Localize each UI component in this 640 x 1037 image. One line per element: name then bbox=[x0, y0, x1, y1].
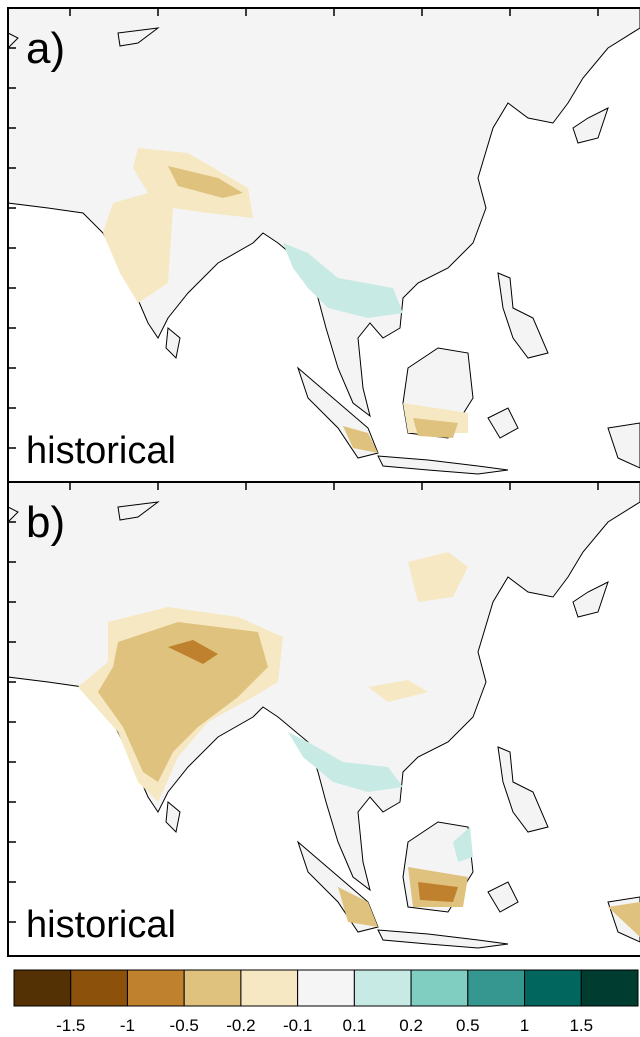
panel-a: a) historical bbox=[8, 8, 640, 482]
experiment-label: historical bbox=[26, 430, 176, 472]
colorbar-swatch bbox=[14, 970, 71, 1006]
colorbar: -1.5 -1 -0.5 -0.2 -0.1 0.1 0.2 0.5 1 1.5 bbox=[14, 970, 638, 1035]
colorbar-tick-label: 0.2 bbox=[399, 1016, 423, 1035]
colorbar-swatch bbox=[468, 970, 525, 1006]
colorbar-tick-label: -1 bbox=[120, 1016, 135, 1035]
colorbar-swatch bbox=[411, 970, 468, 1006]
colorbar-swatch bbox=[71, 970, 128, 1006]
experiment-label: historical bbox=[26, 904, 176, 946]
colorbar-swatch bbox=[354, 970, 411, 1006]
colorbar-tick-label: 0.5 bbox=[456, 1016, 480, 1035]
colorbar-tick-label: 1.5 bbox=[569, 1016, 593, 1035]
panel-label: a) bbox=[26, 24, 65, 73]
colorbar-tick-label: -0.1 bbox=[283, 1016, 312, 1035]
colorbar-tick-label: -0.5 bbox=[170, 1016, 199, 1035]
panel-b: b) historical bbox=[8, 482, 640, 956]
colorbar-swatch bbox=[184, 970, 241, 1006]
colorbar-swatch bbox=[581, 970, 638, 1006]
colorbar-tick-label: -1.5 bbox=[56, 1016, 85, 1035]
figure: a) historical b) historical -1.5 -1 -0.5 -0… bbox=[0, 0, 640, 1037]
colorbar-tick-label: 0.1 bbox=[343, 1016, 367, 1035]
colorbar-swatch bbox=[525, 970, 582, 1006]
colorbar-tick-label: -0.2 bbox=[226, 1016, 255, 1035]
colorbar-swatch bbox=[127, 970, 184, 1006]
panel-label: b) bbox=[26, 498, 65, 547]
colorbar-swatch bbox=[298, 970, 355, 1006]
colorbar-tick-label: 1 bbox=[520, 1016, 529, 1035]
colorbar-swatch bbox=[241, 970, 298, 1006]
